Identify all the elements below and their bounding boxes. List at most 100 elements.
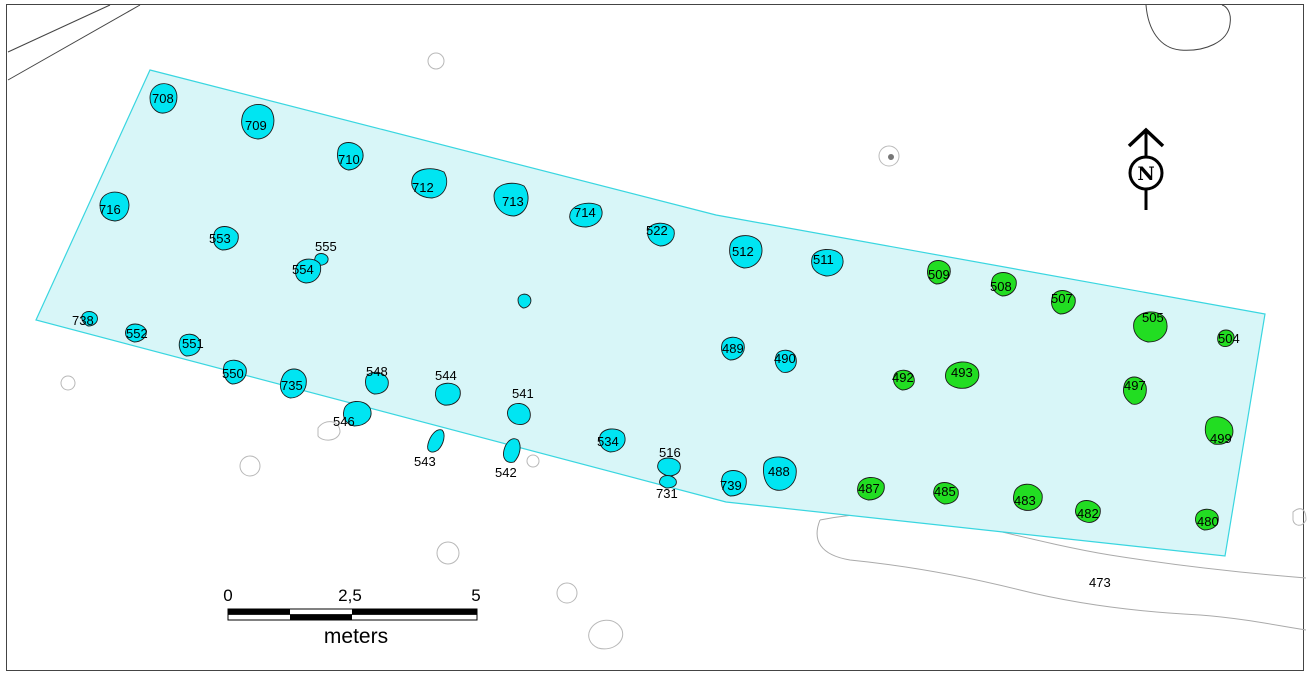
scale-bar: 0 2,5 5 meters	[223, 586, 480, 648]
feature-710[interactable]	[337, 142, 364, 171]
feature-508[interactable]	[991, 272, 1017, 297]
feature-label: 497	[1124, 378, 1146, 393]
north-letter: N	[1137, 163, 1154, 185]
feature-label: 489	[722, 341, 744, 356]
feature-511[interactable]	[811, 249, 844, 277]
faint-posthole	[317, 421, 341, 441]
faint-posthole	[60, 375, 76, 391]
survey-marker-dot	[888, 154, 894, 160]
feature-488[interactable]	[763, 456, 797, 491]
feature-714[interactable]	[569, 202, 603, 228]
feature-blank[interactable]	[517, 293, 532, 309]
road-line	[7, 4, 111, 53]
feature-label: 509	[928, 267, 950, 282]
feature-546[interactable]	[343, 401, 372, 427]
feature-739[interactable]	[721, 470, 747, 497]
feature-label: 548	[366, 364, 388, 379]
feature-548[interactable]	[365, 371, 389, 395]
feature-label: 714	[574, 205, 596, 220]
feature-label: 708	[152, 91, 174, 106]
feature-708[interactable]	[149, 83, 178, 114]
feature-485[interactable]	[933, 482, 959, 505]
feature-554[interactable]	[295, 258, 322, 284]
feature-label: 738	[72, 313, 94, 328]
feature-509[interactable]	[927, 260, 951, 285]
feature-label: 710	[338, 152, 360, 167]
scale-tick-label: 2,5	[338, 586, 362, 605]
feature-541[interactable]	[507, 403, 531, 425]
scale-tick-label: 0	[223, 586, 232, 605]
scale-tick-label: 5	[471, 586, 480, 605]
feature-label: 522	[646, 223, 668, 238]
feature-label: 716	[99, 202, 121, 217]
feature-542[interactable]	[503, 438, 521, 463]
feature-534[interactable]	[599, 428, 626, 453]
feature-label: 542	[495, 465, 517, 480]
feature-552[interactable]	[125, 323, 147, 343]
feature-522[interactable]	[647, 222, 675, 247]
feature-label: 551	[182, 336, 204, 351]
faint-posthole	[556, 582, 578, 604]
feature-label: 712	[412, 180, 434, 195]
features-layer	[81, 83, 1235, 531]
feature-490[interactable]	[774, 349, 797, 373]
feature-487[interactable]	[857, 477, 885, 501]
feature-735[interactable]	[279, 368, 307, 399]
road-line	[7, 4, 141, 81]
feature-label: 735	[281, 378, 303, 393]
map-frame	[6, 4, 1304, 671]
feature-516[interactable]	[657, 457, 681, 477]
feature-label: 731	[656, 486, 678, 501]
feature-label: 739	[720, 478, 742, 493]
feature-550[interactable]	[223, 359, 247, 385]
feature-504[interactable]	[1217, 329, 1235, 347]
feature-label: 713	[502, 194, 524, 209]
feature-label: 499	[1210, 431, 1232, 446]
feature-507[interactable]	[1051, 290, 1076, 315]
feature-493[interactable]	[945, 361, 980, 389]
feature-709[interactable]	[241, 103, 275, 140]
feature-543[interactable]	[427, 429, 445, 453]
feature-label: 534	[597, 434, 619, 449]
feature-label: 552	[126, 326, 148, 341]
feature-553[interactable]	[212, 226, 239, 251]
outline-shape	[1145, 4, 1231, 51]
feature-label: 544	[435, 368, 457, 383]
faint-posthole	[526, 454, 540, 468]
feature-label: 553	[209, 231, 231, 246]
feature-489[interactable]	[721, 336, 745, 361]
feature-label: 507	[1051, 291, 1073, 306]
feature-712[interactable]	[411, 168, 448, 199]
feature-738[interactable]	[81, 311, 98, 327]
feature-label: 541	[512, 386, 534, 401]
feature-483[interactable]	[1013, 483, 1043, 511]
feature-492[interactable]	[893, 369, 915, 391]
feature-480[interactable]	[1195, 508, 1219, 531]
feature-512[interactable]	[729, 235, 763, 269]
feature-label: 516	[659, 445, 681, 460]
feature-497[interactable]	[1123, 376, 1147, 405]
feature-label: 709	[245, 118, 267, 133]
feature-label: 543	[414, 454, 436, 469]
feature-label: 483	[1014, 493, 1036, 508]
feature-731[interactable]	[659, 475, 677, 489]
feature-label: 480	[1197, 514, 1219, 529]
feature-label: 555	[315, 239, 337, 254]
feature-label: 482	[1077, 506, 1099, 521]
north-arrow-icon: N	[1127, 127, 1165, 210]
feature-499[interactable]	[1204, 416, 1234, 445]
feature-551[interactable]	[178, 333, 201, 357]
feature-544[interactable]	[435, 382, 461, 406]
excavation-area	[35, 69, 1266, 557]
feature-482[interactable]	[1075, 500, 1101, 523]
feature-label: 493	[951, 365, 973, 380]
survey-marker	[878, 145, 900, 167]
feature-label: 512	[732, 244, 754, 259]
faint-posthole	[239, 455, 261, 477]
feature-505[interactable]	[1133, 311, 1168, 343]
feature-label: 504	[1218, 331, 1240, 346]
feature-label: 511	[813, 252, 834, 267]
feature-713[interactable]	[493, 182, 529, 217]
feature-716[interactable]	[99, 191, 130, 222]
